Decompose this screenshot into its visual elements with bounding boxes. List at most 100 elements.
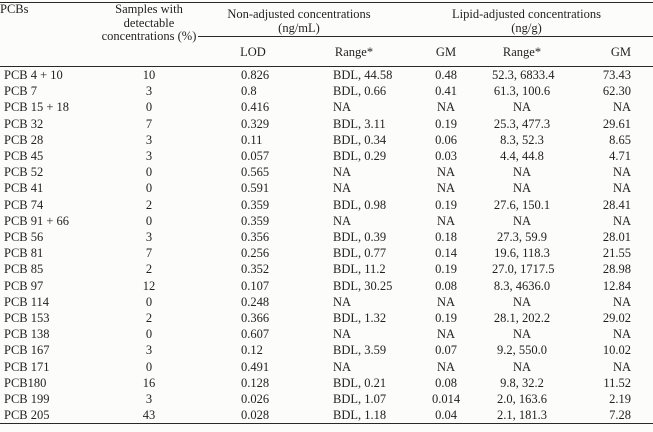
cell-gm-nonadjusted: 0.41 <box>435 84 457 99</box>
cell-pcb-name: PCB 28 <box>4 132 44 147</box>
group-header-lipid-label: Lipid-adjusted concentrations (ng/g) <box>452 7 601 35</box>
cell-lod: 0.256 <box>241 246 270 261</box>
table-row: PCB 4 + 10 10 0.826 BDL, 44.58 0.48 52.3… <box>0 67 653 83</box>
cell-lod: 0.826 <box>241 68 270 82</box>
cell-lod: 0.248 <box>241 294 270 309</box>
cell-gm-lipid: 11.52 <box>603 375 631 390</box>
cell-pcb-name: PCB 114 <box>4 294 50 309</box>
table-row: PCB 28 3 0.11 BDL, 0.34 0.06 8.3, 52.3 8… <box>0 132 653 148</box>
cell-lod: 0.026 <box>241 392 270 407</box>
cell-gm-lipid: 73.43 <box>602 68 631 82</box>
cell-lod: 0.359 <box>241 197 270 212</box>
table-row: PCB 81 7 0.256 BDL, 0.77 0.14 19.6, 118.… <box>0 245 653 261</box>
cell-pcb-name: PCB 85 <box>4 262 44 277</box>
cell-range-nonadjusted: NA <box>333 213 352 228</box>
cell-lod: 0.416 <box>241 100 270 115</box>
cell-lod: 0.591 <box>241 181 270 196</box>
cell-lod: 0.329 <box>241 116 270 131</box>
cell-gm-lipid: 2.19 <box>609 392 631 407</box>
cell-detectable-percent: 2 <box>145 262 153 277</box>
cell-lod: 0.607 <box>241 327 270 342</box>
cell-range-nonadjusted: BDL, 1.32 <box>333 311 387 326</box>
table-row: PCB 32 7 0.329 BDL, 3.11 0.19 25.3, 477.… <box>0 116 653 132</box>
cell-range-lipid: 8.3, 52.3 <box>500 132 544 147</box>
cell-lod: 0.128 <box>241 375 270 390</box>
cell-range-lipid: NA <box>512 100 532 115</box>
cell-gm-nonadjusted: 0.08 <box>435 375 457 390</box>
cell-gm-nonadjusted: 0.014 <box>431 392 461 407</box>
cell-gm-lipid: 12.84 <box>602 278 631 293</box>
cell-pcb-name: PCB 97 <box>4 278 44 293</box>
cell-pcb-name: PCB 32 <box>4 116 44 131</box>
cell-range-lipid: NA <box>512 294 532 309</box>
cell-gm-lipid: 28.98 <box>602 262 631 277</box>
cell-range-lipid: 9.2, 550.0 <box>497 343 547 358</box>
cell-range-nonadjusted: NA <box>333 165 352 180</box>
cell-pcb-name: PCB 91 + 66 <box>4 213 70 228</box>
cell-gm-nonadjusted: NA <box>436 165 456 180</box>
cell-detectable-percent: 16 <box>142 375 156 390</box>
cell-gm-nonadjusted: 0.18 <box>435 230 457 245</box>
cell-gm-lipid: NA <box>612 165 631 180</box>
cell-gm-nonadjusted: 0.04 <box>435 408 457 423</box>
cell-gm-nonadjusted: 0.07 <box>435 343 457 358</box>
cell-range-nonadjusted: BDL, 3.59 <box>333 343 387 358</box>
cell-range-nonadjusted: BDL, 1.07 <box>333 392 387 407</box>
cell-detectable-percent: 3 <box>145 84 153 99</box>
cell-range-nonadjusted: BDL, 0.29 <box>333 149 387 164</box>
cell-detectable-percent: 7 <box>145 246 153 261</box>
cell-detectable-percent: 0 <box>145 181 153 196</box>
cell-range-lipid: 25.3, 477.3 <box>493 116 551 131</box>
cell-range-nonadjusted: BDL, 0.39 <box>333 230 387 245</box>
cell-range-nonadjusted: BDL, 0.21 <box>333 375 387 390</box>
cell-gm-nonadjusted: NA <box>436 100 456 115</box>
cell-gm-lipid: 29.61 <box>602 116 631 131</box>
cell-range-nonadjusted: NA <box>333 100 352 115</box>
cell-lod: 0.8 <box>241 84 257 99</box>
cell-gm-lipid: 4.71 <box>609 149 631 164</box>
table-row: PCB 41 0 0.591 NA NA NA NA <box>0 180 653 196</box>
table-row: PCB 15 + 18 0 0.416 NA NA NA NA <box>0 99 653 115</box>
cell-gm-lipid: 10.02 <box>602 343 631 358</box>
cell-pcb-name: PCB 7 <box>4 84 38 99</box>
table-row: PCB 97 12 0.107 BDL, 30.25 0.08 8.3, 463… <box>0 278 653 294</box>
col-header-samples: Samples with detectable concentrations (… <box>100 2 198 67</box>
cell-range-lipid: NA <box>512 213 532 228</box>
subheader-lod: LOD <box>198 37 308 67</box>
cell-gm-nonadjusted: NA <box>436 294 456 309</box>
cell-range-lipid: 27.3, 59.9 <box>497 230 547 245</box>
cell-range-lipid: 9.8, 32.2 <box>500 375 544 390</box>
cell-detectable-percent: 2 <box>145 197 153 212</box>
cell-pcb-name: PCB 52 <box>4 165 44 180</box>
cell-gm-nonadjusted: 0.19 <box>435 116 457 131</box>
cell-range-nonadjusted: NA <box>333 327 352 342</box>
col-header-pcbs: PCBs <box>0 2 100 67</box>
cell-pcb-name: PCB 74 <box>4 197 44 212</box>
table-row: PCB 138 0 0.607 NA NA NA NA <box>0 326 653 342</box>
cell-pcb-name: PCB 4 + 10 <box>4 68 63 82</box>
table-row: PCB180 16 0.128 BDL, 0.21 0.08 9.8, 32.2… <box>0 375 653 391</box>
cell-gm-lipid: NA <box>612 213 631 228</box>
group-header-nonadjusted: Non-adjusted concentrations (ng/mL) <box>198 3 400 37</box>
subheader-gm-nonadjusted: GM <box>400 37 492 67</box>
cell-range-lipid: 8.3, 4636.0 <box>493 278 551 293</box>
table-row: PCB 85 2 0.352 BDL, 11.2 0.19 27.0, 1717… <box>0 261 653 277</box>
cell-gm-lipid: NA <box>612 359 631 374</box>
cell-gm-nonadjusted: 0.19 <box>435 262 457 277</box>
nonadjusted-spanner-rule: Non-adjusted concentrations (ng/mL) <box>198 7 400 37</box>
cell-gm-nonadjusted: 0.03 <box>435 149 457 164</box>
cell-detectable-percent: 0 <box>145 100 153 115</box>
cell-gm-nonadjusted: NA <box>436 359 456 374</box>
cell-detectable-percent: 3 <box>145 392 153 407</box>
cell-range-nonadjusted: BDL, 11.2 <box>333 262 386 277</box>
cell-detectable-percent: 7 <box>145 116 153 131</box>
cell-gm-lipid: 8.65 <box>609 132 631 147</box>
cell-gm-lipid: NA <box>612 294 631 309</box>
cell-gm-lipid: NA <box>612 181 631 196</box>
cell-range-nonadjusted: BDL, 0.77 <box>333 246 387 261</box>
cell-pcb-name: PCB 199 <box>4 392 50 407</box>
cell-detectable-percent: 3 <box>145 132 153 147</box>
cell-range-nonadjusted: NA <box>333 181 352 196</box>
cell-detectable-percent: 0 <box>145 327 153 342</box>
cell-range-nonadjusted: BDL, 0.34 <box>333 132 387 147</box>
